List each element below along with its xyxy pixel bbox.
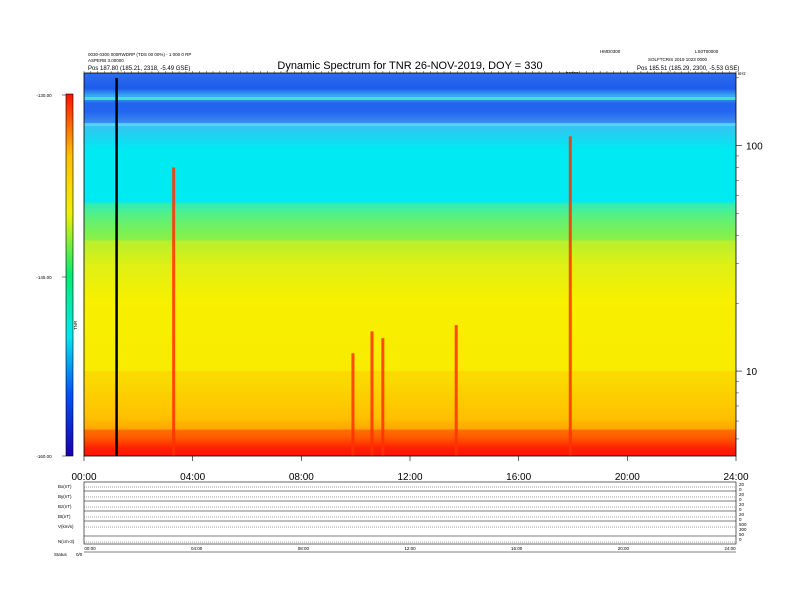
lower-right-tick-3: 0 (739, 497, 742, 502)
spectrum-band-3 (84, 240, 736, 372)
lower-right-tick-9: 300 (739, 527, 747, 532)
header-left-line2: ASPERB 3.00000 (88, 58, 124, 63)
lower-row-label-4: V(km/s) (58, 524, 74, 529)
y-axis: 100 10 (736, 77, 763, 440)
colorbar-tick-label-2: -160.00 (36, 454, 52, 459)
spectrum-line-2 (84, 123, 736, 126)
spectrum-plot-area (84, 73, 736, 456)
x-tick-label-2: 08:00 (289, 472, 314, 483)
lower-x-tick-4: 16:00 (511, 546, 523, 551)
lower-right-tick-8: 500 (739, 522, 747, 527)
spectrum-band-2 (84, 202, 736, 241)
lower-x-tick-1: 04:00 (191, 546, 203, 551)
lower-row-label-2: Bz(nT) (58, 504, 72, 509)
lower-row-label-0: Bx(nT) (58, 484, 72, 489)
burst-3 (381, 338, 385, 456)
chart-title: Dynamic Spectrum for TNR 26-NOV-2019, DO… (277, 60, 542, 72)
y-tick-label-0: 100 (746, 142, 763, 153)
x-tick-label-4: 16:00 (506, 472, 531, 483)
colorbar (65, 93, 74, 457)
burst-5 (568, 136, 572, 456)
lower-x-tick-6: 24:00 (724, 546, 736, 551)
spectrum-band-1 (84, 123, 736, 203)
lower-right-tick-5: 0 (739, 507, 742, 512)
lower-x-tick-3: 12:00 (404, 546, 416, 551)
burst-4 (454, 325, 458, 456)
header-left-line3: Pos 187.80 (185.21, 2318, -5.49 GSE) (88, 66, 190, 72)
lower-right-tick-2: 20 (739, 492, 745, 497)
colorbar-tick-label-1: -145.00 (36, 275, 52, 280)
burst-0 (172, 167, 176, 456)
lower-x-tick-2: 08:00 (298, 546, 310, 551)
spectrum-background (84, 73, 736, 456)
burst-2 (370, 331, 374, 456)
lower-row-label-5: N(cm-3) (58, 539, 75, 544)
lower-right-tick-4: 20 (739, 502, 745, 507)
lower-status-value: 0/0 (76, 552, 83, 557)
colorbar-label: TNR (73, 320, 78, 330)
header-right-line1: HMD0300 (600, 49, 621, 54)
header-left-line1: 0030-0300 000RWDRP (TDS 00 00%) - 1 000 … (88, 52, 191, 57)
lower-right-tick-11: 0 (739, 537, 742, 542)
y-unit-label: kHz (738, 71, 746, 76)
lower-row-label-3: Bt(nT) (58, 514, 71, 519)
lower-right-tick-1: 0 (739, 487, 742, 492)
lower-right-tick-0: 20 (739, 482, 745, 487)
x-tick-label-6: 24:00 (723, 472, 748, 483)
spectrum-band-4 (84, 371, 736, 430)
lower-right-tick-6: 20 (739, 512, 745, 517)
lower-right-tick-10: 50 (739, 532, 745, 537)
spectrum-top-line (84, 97, 736, 100)
lower-right-tick-7: 0 (739, 517, 742, 522)
lower-x-tick-0: 00:00 (84, 546, 96, 551)
header-right-line3: SOLFTCRIS 2019 1023 0000 (648, 57, 708, 62)
x-tick-label-5: 20:00 (615, 472, 640, 483)
x-tick-label-1: 04:00 (180, 472, 205, 483)
header-right-line4: Pos 185.51 (185.29, 2300, -5.53 GSE) (637, 66, 739, 72)
lower-status-label: Status (54, 552, 68, 557)
x-axis: 00:00 04:00 08:00 12:00 16:00 20:00 24:00 (71, 71, 749, 483)
header-right-line2: LS0T00000 (695, 49, 719, 54)
colorbar-tick-label-0: -130.00 (36, 93, 52, 98)
lower-x-tick-5: 20:00 (618, 546, 630, 551)
burst-1 (351, 353, 355, 456)
x-tick-label-0: 00:00 (71, 472, 96, 483)
lower-frame (83, 481, 737, 545)
colorbar-ticks: -130.00 -145.00 -160.00 (36, 93, 66, 459)
lower-parameter-panel: Bx(nT) By(nT) Bz(nT) Bt(nT) V(km/s) N(cm-3) St… (54, 481, 747, 557)
y-tick-label-1: 10 (746, 367, 758, 378)
lower-row-label-1: By(nT) (58, 494, 72, 499)
x-tick-label-3: 12:00 (397, 472, 422, 483)
spectrum-band-5 (84, 429, 736, 456)
